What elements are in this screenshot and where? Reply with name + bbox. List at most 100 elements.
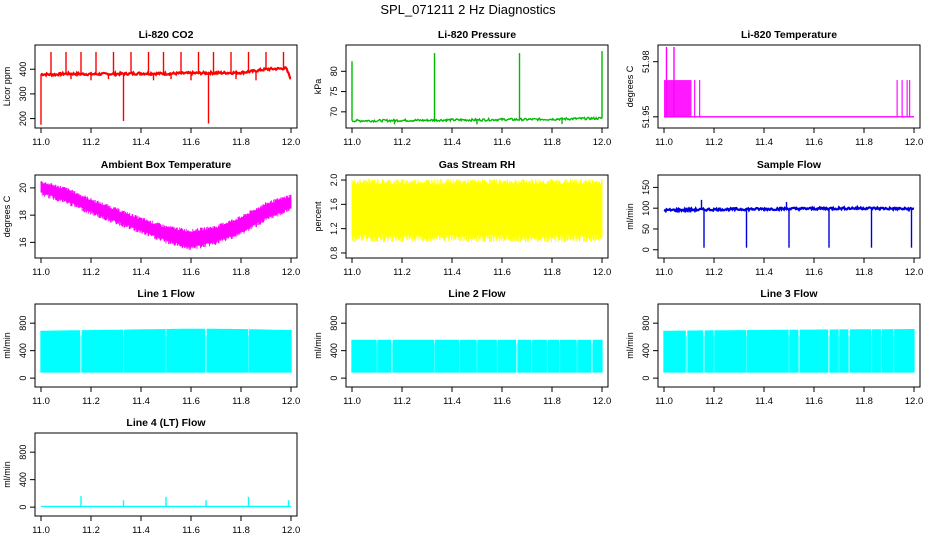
y-tick-label: 1.6 [329,198,339,211]
x-tick-label: 11.8 [543,396,561,407]
x-tick-label: 11.6 [182,525,200,536]
y-tick-label: 2.0 [329,174,339,187]
x-tick-label: 11.8 [855,267,873,278]
x-tick-label: 11.2 [393,396,411,407]
data-band [40,181,292,250]
x-tick-label: 12.0 [905,267,924,278]
plot-frame [34,44,298,129]
plot-frame [345,44,609,129]
y-axis-label: degrees C [2,195,12,237]
x-tick-label: 11.0 [655,137,673,148]
x-tick-label: 11.6 [493,137,511,148]
chart-title: Line 2 Flow [448,288,506,300]
y-axis-label: degrees C [625,65,635,107]
toggle-block [694,80,696,117]
chart-title: Line 3 Flow [760,288,818,300]
toggle-block [699,80,701,117]
chart-line2: Line 2 Flow ml/min 11.0 11.2 11.4 11.6 11.8 12.… [313,288,611,407]
y-tick-label: 51.98 [641,50,651,73]
x-tick-label: 11.8 [855,396,873,407]
x-tick-label: 11.4 [755,137,773,148]
x-tick-label: 11.6 [182,267,200,278]
x-tick-label: 11.2 [393,267,411,278]
plot-area [663,199,915,248]
y-axis-label: percent [313,201,323,232]
plot-frame [657,174,921,259]
y-tick-label: 1.2 [329,222,339,235]
y-tick-label: 800 [329,316,339,331]
data-band [40,328,292,373]
x-tick-label: 11.8 [232,137,250,148]
y-axis-label: kPa [313,79,323,95]
y-tick-label: 50 [641,224,651,234]
data-band [663,329,915,373]
y-tick-label: 100 [641,201,651,216]
y-axis-label: ml/min [313,332,323,359]
plot-frame [34,432,298,517]
x-tick-label: 11.6 [805,267,823,278]
x-tick-label: 11.8 [232,267,250,278]
y-tick-label: 18 [18,210,28,220]
x-tick-label: 12.0 [282,396,301,407]
y-tick-label: 400 [18,472,28,487]
x-tick-label: 11.0 [32,267,50,278]
toggle-block [901,80,903,117]
chart-rh: Gas Stream RH percent 11.0 11.2 11.4 11.6 11.8… [313,159,611,278]
y-tick-label: 0 [641,376,651,381]
x-tick-label: 11.4 [443,267,461,278]
y-tick-label: 150 [641,180,651,195]
chart-title: Li-820 Temperature [741,29,837,41]
y-tick-label: 0 [329,376,339,381]
plot-frame [345,303,609,388]
plot-area [664,47,914,118]
y-tick-label: 80 [329,66,339,76]
y-tick-label: 400 [18,62,28,77]
plot-area [663,329,915,373]
x-tick-label: 11.2 [82,525,100,536]
plot-frame [657,303,921,388]
data-band [351,339,603,373]
x-tick-label: 11.0 [655,267,673,278]
x-tick-label: 11.2 [705,396,723,407]
y-tick-label: 51.95 [641,106,651,129]
chart-title: Line 4 (LT) Flow [126,417,206,429]
x-tick-label: 11.2 [705,137,723,148]
y-axis-label: Licor ppm [2,67,12,107]
y-tick-label: 400 [329,343,339,358]
chart-title: Li-820 CO2 [139,29,194,41]
plot-area [351,178,603,243]
plot-frame [345,174,609,259]
y-tick-label: 300 [18,86,28,101]
x-tick-label: 11.6 [493,396,511,407]
chart-line3: Line 3 Flow ml/min 11.0 11.2 11.4 11.6 11.8 12.… [625,288,923,407]
chart-title: Li-820 Pressure [438,29,516,41]
y-axis-label: ml/min [2,461,12,488]
toggle-block [906,80,908,117]
y-tick-label: 70 [329,107,339,117]
x-tick-label: 11.4 [443,137,461,148]
x-tick-label: 11.2 [705,267,723,278]
chart-licor-temp: Li-820 Temperature degrees C 11.0 11.2 11.4 1… [625,29,923,148]
x-tick-label: 11.6 [493,267,511,278]
plot-frame [657,44,921,129]
x-tick-label: 11.8 [232,396,250,407]
x-tick-label: 11.8 [543,137,561,148]
x-tick-label: 12.0 [282,525,301,536]
plot-area [40,51,292,125]
y-axis-label: ml/min [2,332,12,359]
x-tick-label: 11.8 [232,525,250,536]
chart-title: Line 1 Flow [137,288,195,300]
chart-line1: Line 1 Flow ml/min 11.0 11.2 11.4 11.6 11.8 12.… [2,288,300,407]
y-tick-label: 800 [18,316,28,331]
y-tick-label: 20 [18,183,28,193]
x-tick-label: 11.2 [82,267,100,278]
x-tick-label: 11.4 [443,396,461,407]
x-tick-label: 12.0 [282,267,301,278]
x-tick-label: 11.6 [805,137,823,148]
x-tick-label: 11.0 [32,396,50,407]
x-tick-label: 11.8 [855,137,873,148]
data-band [351,178,603,243]
plot-area [41,496,291,508]
x-tick-label: 11.2 [82,137,100,148]
